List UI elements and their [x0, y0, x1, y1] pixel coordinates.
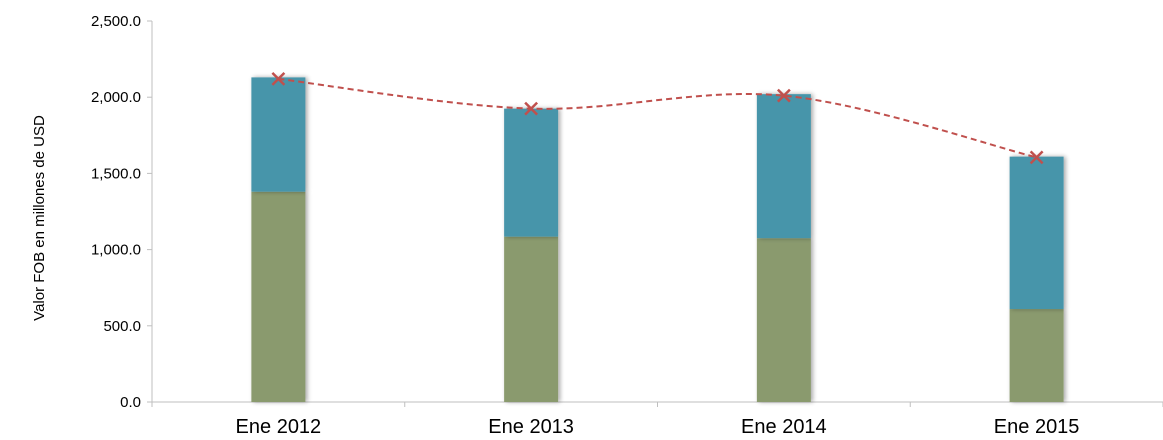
line-marker-x	[776, 88, 791, 103]
bar-series-1	[504, 236, 559, 402]
bar-series-1	[251, 191, 306, 402]
bar-series-1	[756, 238, 811, 402]
plot-area: 0.0 500.0 1,000.0 1,500.0 2,000.0 2,500.0 Ene …	[91, 13, 1163, 438]
y-tick-label: 2,500.0	[91, 13, 141, 30]
line-marker-x	[1029, 150, 1044, 165]
y-tick-label: 0.0	[120, 394, 141, 411]
line-marker-x	[271, 72, 286, 86]
line-series-1	[278, 77, 1037, 159]
y-tick-label: 2,000.0	[91, 89, 141, 106]
y-tick-label: 1,000.0	[91, 242, 141, 259]
bar-series-2	[251, 77, 306, 192]
y-tick-label: 1,500.0	[91, 165, 141, 182]
bar-series-2	[756, 94, 811, 239]
x-tick-label: Ene 2012	[236, 416, 322, 438]
bar-series-2	[1009, 156, 1064, 310]
x-tick-label: Ene 2015	[994, 416, 1080, 438]
bar-series-2	[504, 108, 559, 237]
y-tick-label: 500.0	[103, 318, 141, 335]
line-marker-x	[524, 101, 539, 116]
x-tick-label: Ene 2014	[741, 416, 827, 438]
bar-series-1	[1009, 309, 1064, 402]
x-tick-label: Ene 2013	[488, 416, 574, 438]
y-axis-title: Valor FOB en millones de USD	[31, 115, 48, 321]
